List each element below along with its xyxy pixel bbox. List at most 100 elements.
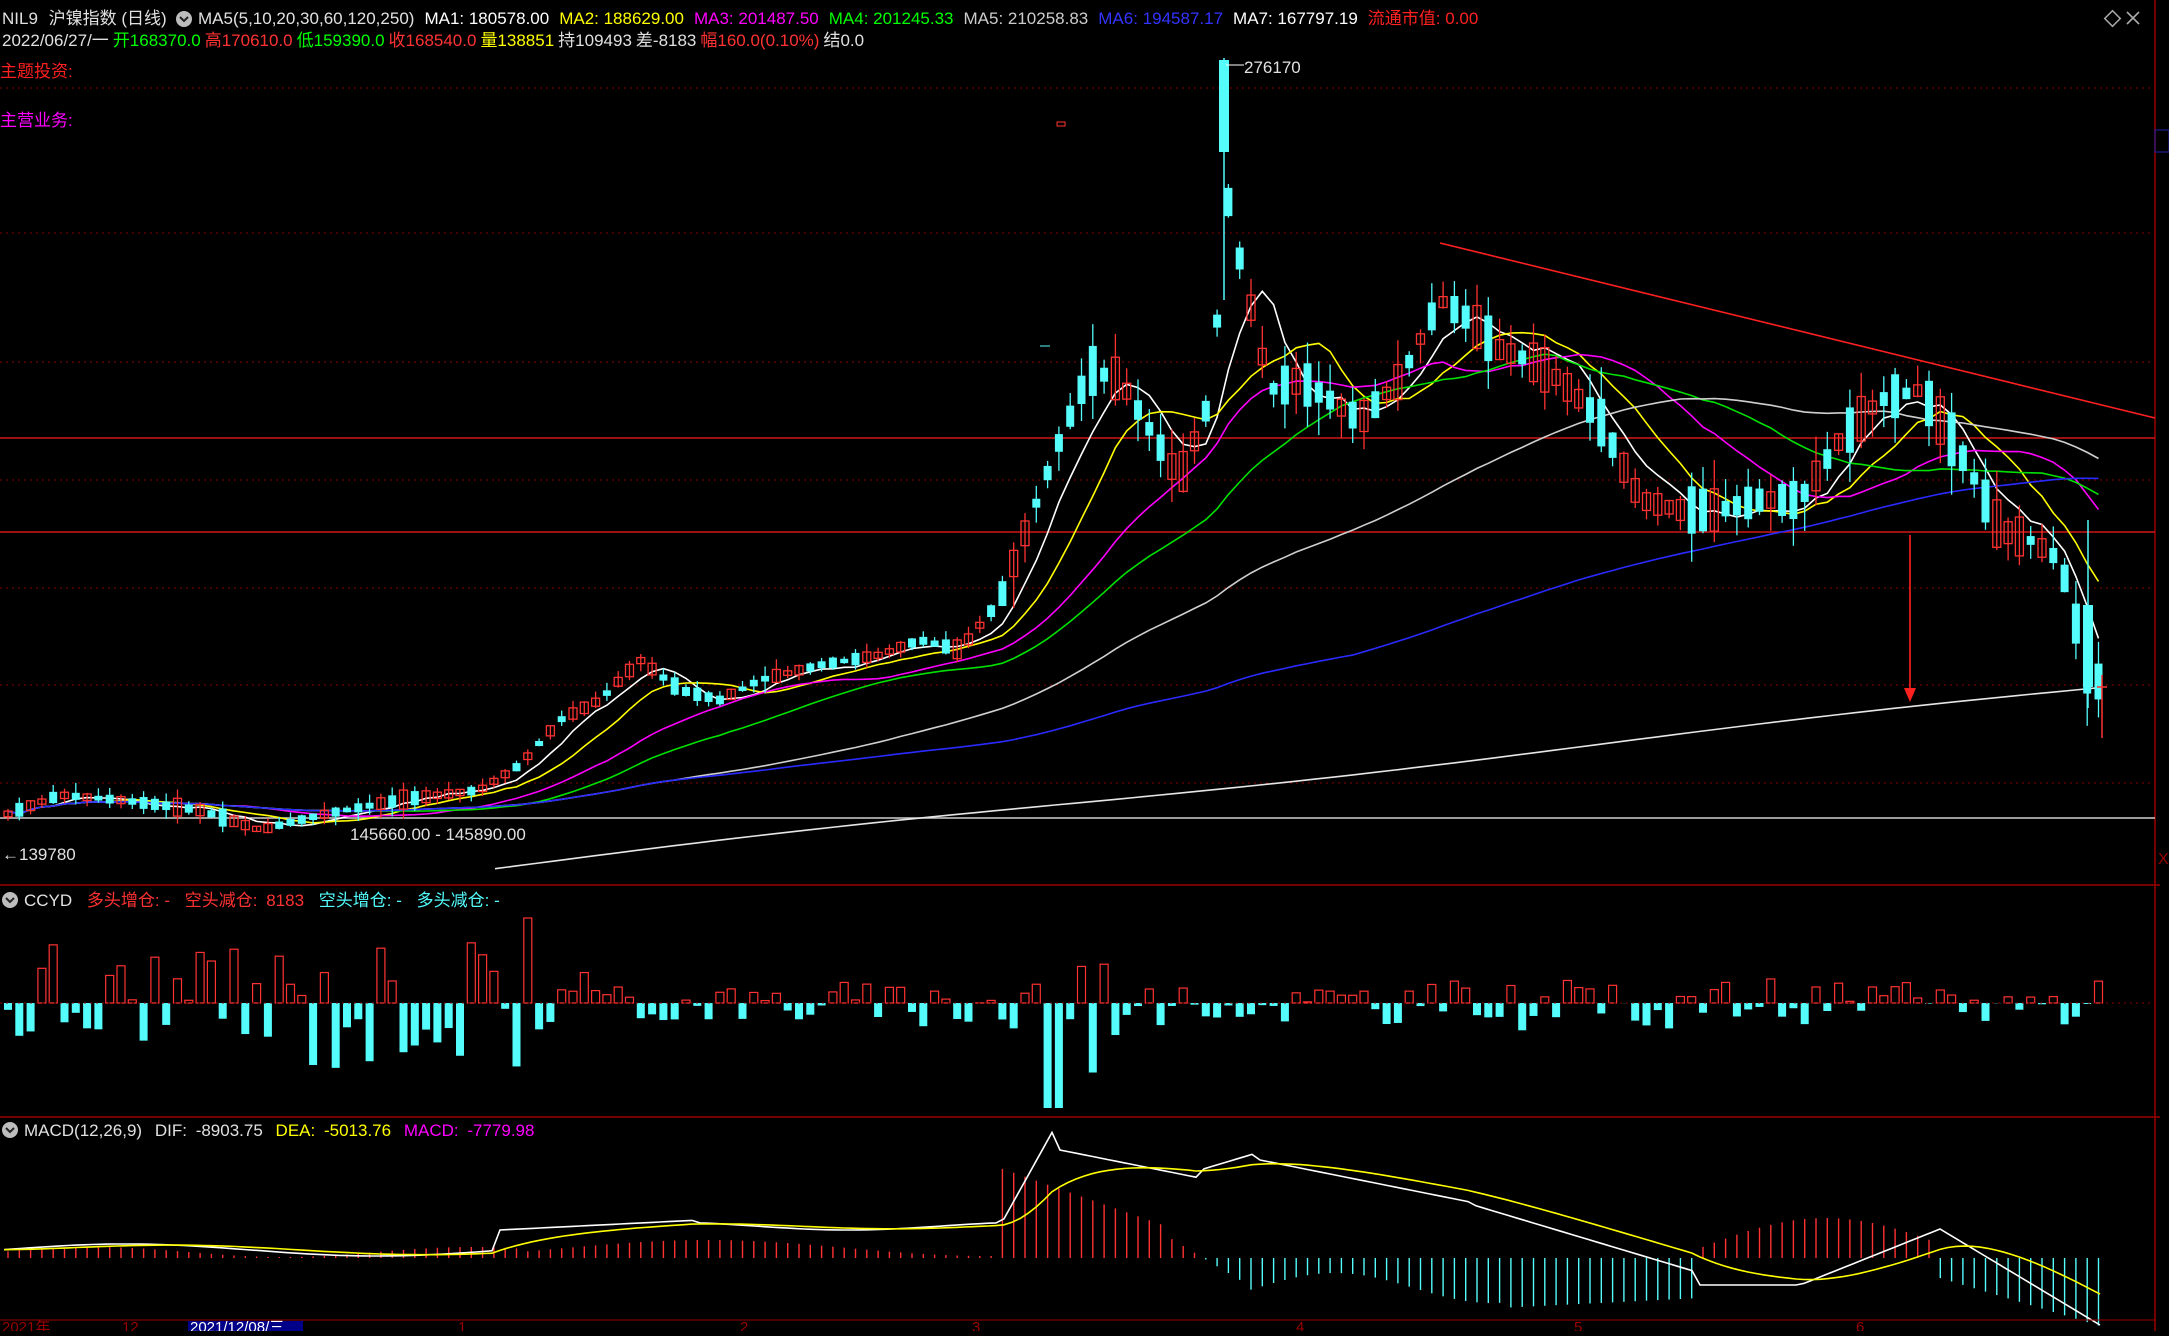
ccyd-bar bbox=[648, 1003, 656, 1014]
candle bbox=[1609, 432, 1617, 466]
ccyd-bar bbox=[1281, 1003, 1289, 1021]
time-axis-month-4: 4 bbox=[1296, 1319, 1304, 1331]
level-lines bbox=[0, 438, 2155, 532]
macd-dif-label: DIF: bbox=[155, 1121, 187, 1140]
ccyd-bar bbox=[1530, 1003, 1538, 1016]
ccyd-bar bbox=[659, 1003, 667, 1020]
right-axis-markers: X bbox=[2155, 130, 2169, 868]
candle bbox=[648, 657, 656, 679]
low-annotation: ←139780 bbox=[2, 845, 76, 864]
ccyd-short-add: 空头增仓: - bbox=[319, 891, 402, 910]
candle bbox=[94, 788, 102, 802]
candle bbox=[83, 793, 91, 806]
macd-dea-line bbox=[4, 1164, 2100, 1294]
ccyd-bar bbox=[1575, 988, 1583, 1003]
time-axis-month-12: 12 bbox=[122, 1319, 139, 1331]
candle bbox=[1563, 367, 1571, 416]
candle bbox=[162, 793, 170, 819]
ccyd-bar bbox=[1789, 1003, 1797, 1008]
candle bbox=[1744, 469, 1752, 528]
candle bbox=[467, 785, 475, 801]
candle bbox=[1880, 376, 1888, 427]
ccyd-bar bbox=[513, 1003, 521, 1066]
diamond-icon[interactable] bbox=[2105, 11, 2121, 27]
main-business-label: 主营业务: bbox=[0, 111, 73, 130]
candle bbox=[1733, 485, 1741, 535]
candle bbox=[1292, 352, 1300, 414]
ccyd-bar bbox=[1869, 987, 1877, 1003]
ccyd-bar bbox=[750, 992, 758, 1003]
ccyd-bar bbox=[524, 918, 532, 1003]
candle bbox=[1982, 459, 1990, 530]
candle bbox=[1631, 468, 1639, 508]
ccyd-bar bbox=[332, 1003, 340, 1068]
ccyd-bar bbox=[253, 984, 261, 1003]
ccyd-bar bbox=[1880, 996, 1888, 1003]
quote-change: 幅160.0(0.10%) bbox=[700, 31, 819, 50]
candle bbox=[253, 826, 261, 832]
ccyd-settings-icon[interactable] bbox=[2, 892, 18, 908]
settings-icon[interactable] bbox=[176, 11, 192, 27]
ccyd-bar bbox=[140, 1003, 148, 1041]
candle bbox=[840, 657, 848, 664]
ccyd-bar bbox=[1145, 989, 1153, 1003]
ccyd-bar bbox=[117, 966, 125, 1003]
candle bbox=[1157, 414, 1165, 477]
candle bbox=[456, 789, 464, 802]
macd-macd-label: MACD: bbox=[404, 1121, 459, 1140]
ccyd-bar bbox=[1744, 1003, 1752, 1009]
ccyd-bar bbox=[1032, 984, 1040, 1003]
ccyd-bar bbox=[1462, 988, 1470, 1003]
ccyd-bar bbox=[1959, 1003, 1967, 1012]
ccyd-bar bbox=[309, 1003, 317, 1065]
ccyd-bar bbox=[1563, 980, 1571, 1003]
ma-value-4: MA4: 201245.33 bbox=[829, 9, 954, 28]
ccyd-bar bbox=[727, 989, 735, 1003]
time-axis-cursor-date[interactable]: 2021/12/08/三 bbox=[190, 1319, 284, 1331]
ccyd-bar bbox=[1891, 987, 1899, 1003]
ma2-line bbox=[8, 333, 2099, 823]
ccyd-bar bbox=[1337, 995, 1345, 1003]
candle bbox=[1541, 335, 1549, 410]
macd-settings-icon[interactable] bbox=[2, 1122, 18, 1138]
candle bbox=[671, 672, 679, 696]
ccyd-short-reduce-label: 空头减仓: bbox=[185, 891, 258, 910]
ccyd-bar bbox=[1021, 993, 1029, 1003]
ccyd-bar bbox=[919, 1003, 927, 1026]
candle bbox=[1224, 184, 1232, 218]
ccyd-bar bbox=[1902, 983, 1910, 1003]
ccyd-bar bbox=[1801, 1003, 1809, 1024]
ma1-line bbox=[8, 291, 2099, 825]
candle bbox=[1202, 395, 1210, 427]
candle bbox=[72, 783, 80, 804]
ccyd-bar bbox=[1010, 1003, 1018, 1028]
ccyd-bar bbox=[1304, 1002, 1312, 1003]
ccyd-bar bbox=[1202, 1003, 1210, 1016]
ccyd-bar bbox=[1756, 1003, 1764, 1007]
ccyd-bar bbox=[61, 1003, 69, 1022]
ccyd-bar bbox=[1586, 989, 1594, 1003]
candle bbox=[1315, 361, 1323, 435]
ccyd-bar bbox=[1078, 966, 1086, 1003]
ccyd-bar bbox=[806, 1003, 814, 1015]
candle bbox=[1891, 368, 1899, 443]
candle bbox=[1462, 289, 1470, 342]
ccyd-bar bbox=[772, 993, 780, 1003]
quote-settle: 结0.0 bbox=[823, 31, 864, 50]
ccyd-bar bbox=[287, 984, 295, 1003]
ma-value-3: MA3: 201487.50 bbox=[694, 9, 819, 28]
ccyd-bar bbox=[592, 991, 600, 1003]
ccyd-bar bbox=[1066, 1003, 1074, 1019]
ma-value-2: MA2: 188629.00 bbox=[559, 9, 684, 28]
close-icon[interactable] bbox=[2127, 12, 2139, 24]
ccyd-bar bbox=[829, 992, 837, 1003]
ccyd-bar bbox=[2004, 997, 2012, 1003]
candle bbox=[422, 787, 430, 807]
candle bbox=[1010, 542, 1018, 608]
candle bbox=[569, 701, 577, 722]
candle bbox=[1066, 393, 1074, 429]
candle bbox=[1654, 487, 1662, 526]
macd-dif-line bbox=[4, 1132, 2100, 1325]
svg-text:MACD(12,26,9) DIF:: MACD(12,26,9) DIF: -8903.75 DEA: -5013.7… bbox=[24, 1121, 534, 1140]
